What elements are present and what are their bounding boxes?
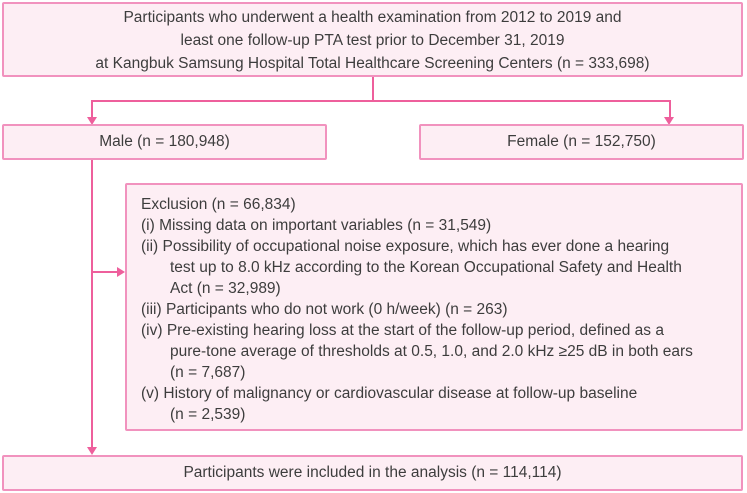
exclusion-item-v-cont-1: (n = 2,539) — [170, 406, 246, 423]
connector-exclusion-horizontal — [91, 271, 117, 273]
exclusion-item-iii: (iii) Participants who do not work (0 h/… — [141, 301, 508, 318]
male-label: Male (n = 180,948) — [99, 133, 230, 150]
exclusion-item-ii-cont-1: test up to 8.0 kHz according to the Kore… — [170, 259, 682, 276]
arrowhead-male — [87, 117, 97, 125]
exclusion-box: Exclusion (n = 66,834) (i) Missing data … — [125, 183, 743, 431]
connector-female-vertical — [669, 100, 671, 117]
exclusion-item-ii-cont-2: Act (n = 32,989) — [170, 280, 281, 297]
final-analysis-box: Participants were included in the analys… — [2, 455, 743, 491]
arrowhead-female — [664, 117, 674, 125]
exclusion-item-iv: (iv) Pre-existing hearing loss at the st… — [141, 322, 664, 339]
exclusion-item-i: (i) Missing data on important variables … — [141, 217, 492, 234]
arrowhead-final — [87, 447, 97, 455]
female-box: Female (n = 152,750) — [419, 124, 744, 160]
enrollment-line-1: Participants who underwent a health exam… — [123, 8, 622, 26]
arrowhead-exclusion — [117, 267, 125, 277]
female-label: Female (n = 152,750) — [507, 133, 656, 150]
exclusion-item-iv-cont-1: pure-tone average of thresholds at 0.5, … — [170, 343, 693, 360]
enrollment-line-3: at Kangbuk Samsung Hospital Total Health… — [95, 54, 650, 72]
exclusion-item-v: (v) History of malignancy or cardiovascu… — [141, 385, 638, 402]
exclusion-item-ii: (ii) Possibility of occupational noise e… — [141, 238, 670, 255]
connector-male-to-final-vertical — [91, 160, 93, 447]
exclusion-item-iv-cont-2: (n = 7,687) — [170, 364, 246, 381]
male-box: Male (n = 180,948) — [2, 124, 327, 160]
connector-male-vertical — [91, 100, 93, 117]
connector-top-vertical — [372, 77, 374, 101]
final-analysis-label: Participants were included in the analys… — [183, 464, 562, 481]
enrollment-line-2: least one follow-up PTA test prior to De… — [180, 31, 565, 49]
connector-split-horizontal — [91, 100, 671, 102]
exclusion-title: Exclusion (n = 66,834) — [141, 196, 296, 213]
enrollment-box: Participants who underwent a health exam… — [2, 2, 743, 77]
